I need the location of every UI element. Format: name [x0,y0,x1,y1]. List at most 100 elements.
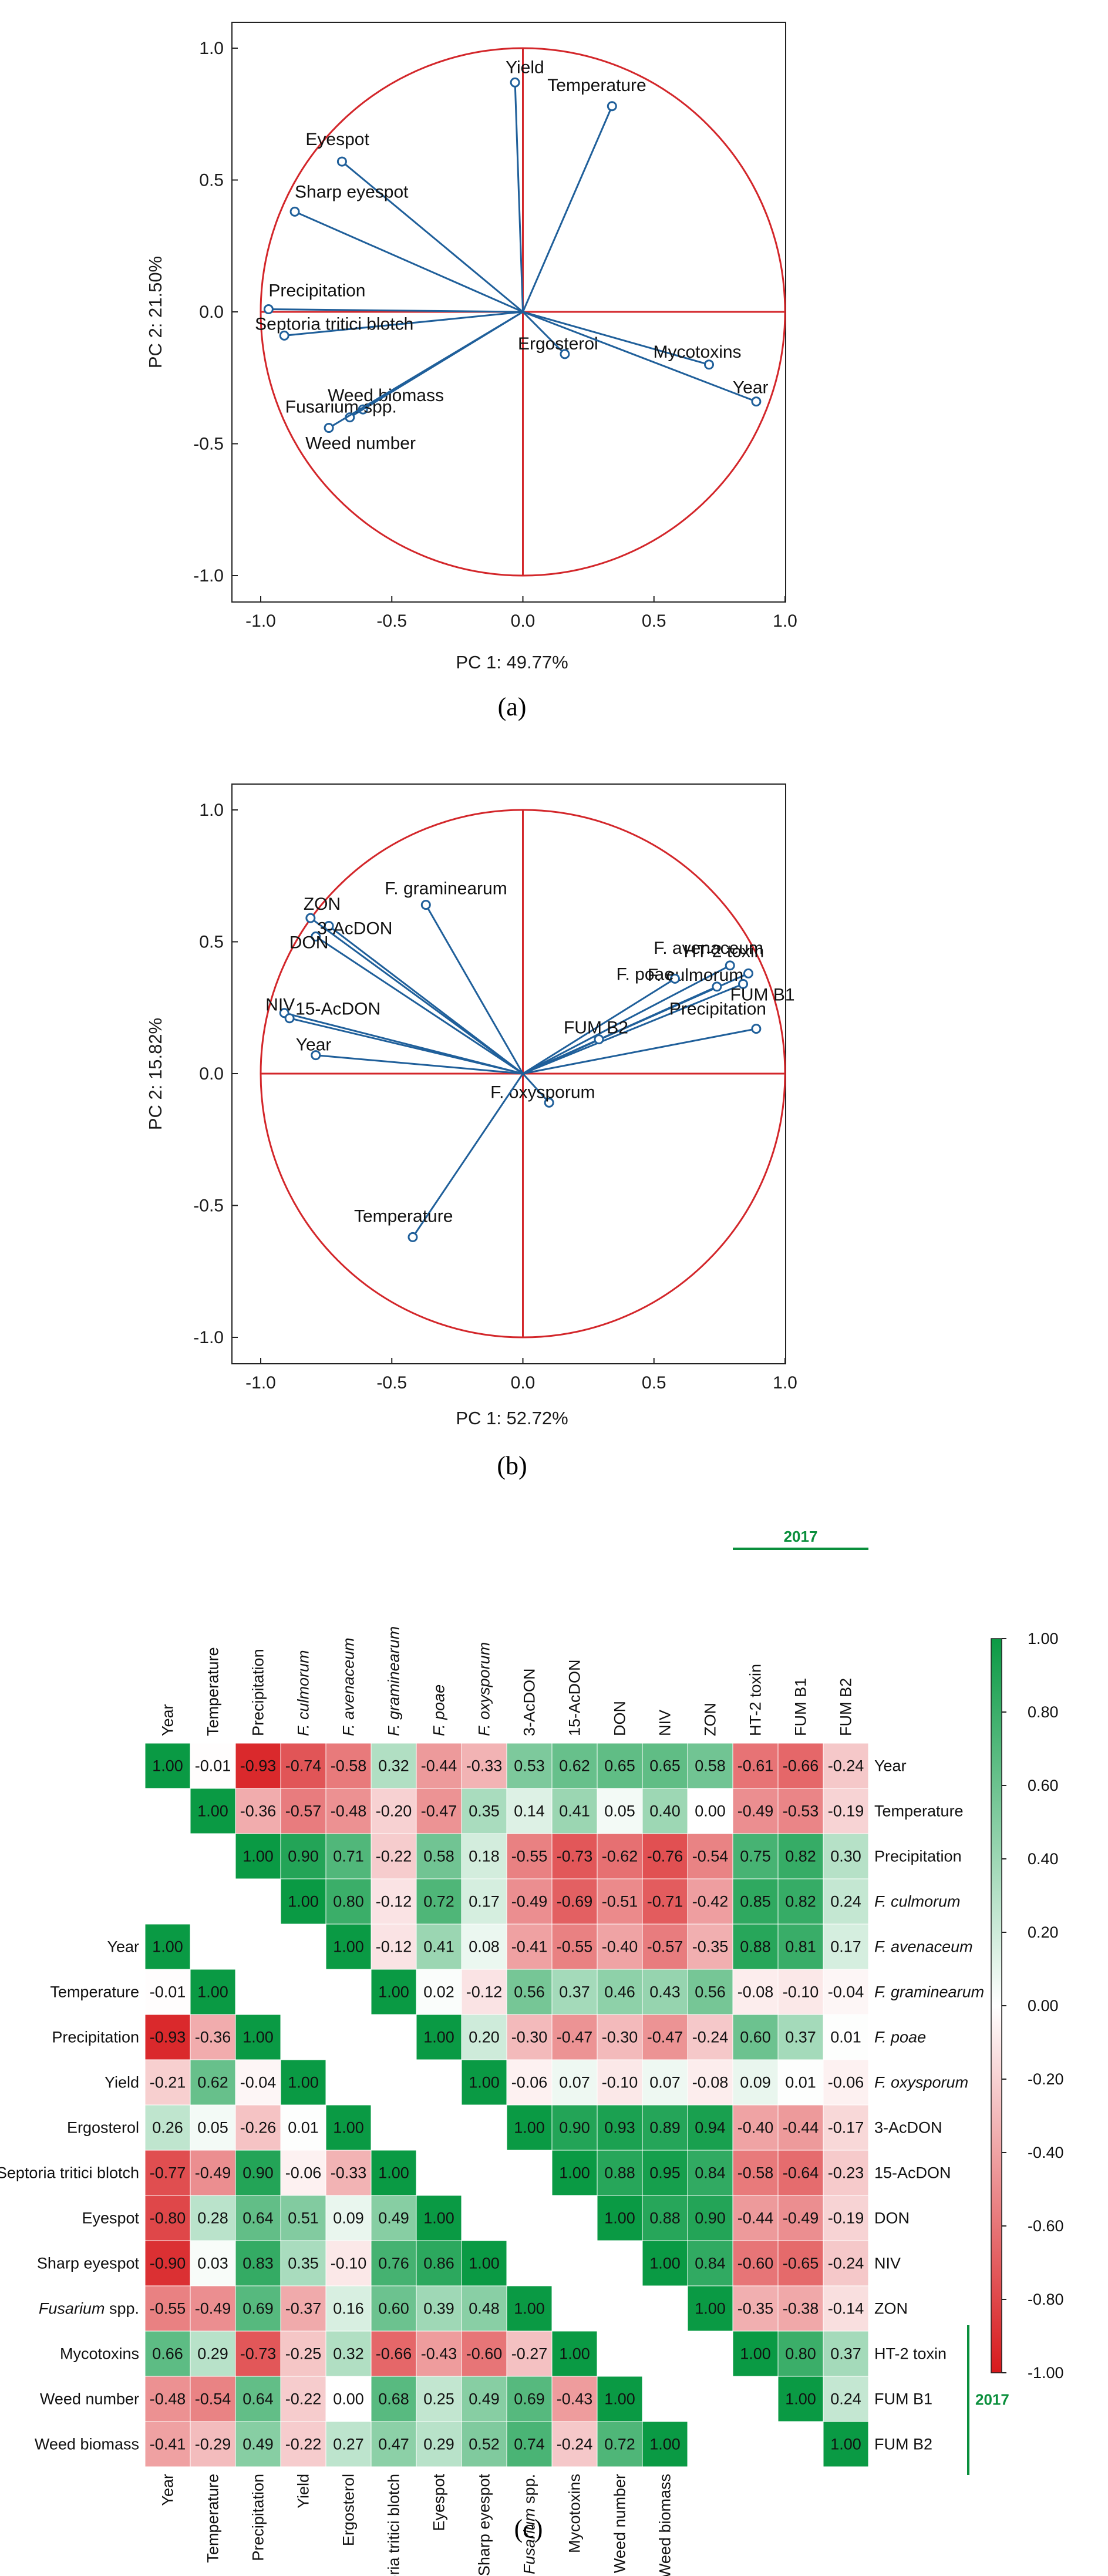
x-tick-label: -0.5 [376,1373,407,1393]
heatmap-cell [551,2059,598,2106]
cell-value: 0.47 [378,2436,409,2453]
heatmap-cell [777,1743,824,1789]
cell-value: -0.24 [692,2029,729,2046]
upper-row-label: F. poae [874,2029,926,2046]
cell-value: -0.69 [557,1893,593,1911]
cell-value: -0.27 [511,2345,548,2363]
cell-value: 0.51 [288,2210,319,2227]
heatmap-cell [280,2376,326,2422]
y-tick-label: 0.0 [199,302,224,322]
cell-value: 0.49 [243,2436,274,2453]
loading-point-temperature [607,101,617,112]
lower-row-label: Precipitation [52,2029,139,2046]
heatmap-cell [416,2195,462,2241]
loading-point-f-avenaceum [725,960,735,971]
cell-value: -0.36 [195,2029,231,2046]
cell-value: -0.51 [602,1893,638,1911]
cell-value: 0.80 [333,1893,364,1911]
cell-value: -0.06 [511,2074,548,2091]
heatmap-cell [823,2285,869,2332]
colorbar-tick-label: 0.40 [1028,1850,1059,1868]
cell-value: 0.14 [514,1802,545,1820]
cell-value: 0.69 [243,2300,274,2318]
cell-value: -0.36 [240,1802,277,1820]
loading-point-ergosterol [560,349,570,359]
upper-row-label: Year [874,1757,907,1775]
colorbar-tick-label: 1.00 [1028,1630,1059,1647]
heatmap-cell [461,2240,507,2286]
cell-value: 0.93 [604,2119,635,2137]
cell-value: -0.74 [285,1757,322,1775]
cell-value: -0.12 [376,1938,412,1956]
heatmap-cell [280,2104,326,2151]
loading-vector-f-oxysporum [522,1072,550,1104]
heatmap-cell [144,2376,191,2422]
cell-value: -0.47 [421,1802,457,1820]
point-label-eyespot: Eyespot [305,130,369,149]
cell-value: -0.04 [240,2074,277,2091]
point-label-year: Year [733,378,769,398]
cell-value: -0.04 [828,1983,864,2001]
heatmap-cell [506,1923,553,1970]
cell-value: 0.07 [559,2074,590,2091]
heatmap-cell [597,1788,643,1834]
heatmap-cell [190,1788,236,1834]
point-label-mycotoxins: Mycotoxins [654,342,742,362]
cell-value: -0.30 [511,2029,548,2046]
cell-value: -0.47 [647,2029,683,2046]
heatmap-cell [280,2240,326,2286]
cell-value: -0.23 [828,2164,864,2182]
cell-value: -0.55 [150,2300,186,2318]
heatmap-cell [280,2421,326,2467]
cell-value: 0.76 [378,2255,409,2272]
cell-value: 0.52 [469,2436,500,2453]
y-axis-label: PC 2: 21.50% [145,256,166,368]
cell-value: 0.16 [333,2300,364,2318]
panel-label: (c) [514,2514,543,2543]
cell-value: -0.41 [150,2436,186,2453]
cell-value: -0.06 [285,2164,322,2182]
heatmap-cell [642,1878,688,1925]
cell-value: -0.64 [783,2164,819,2182]
heatmap-cell [642,2421,688,2467]
heatmap-cell [823,1923,869,1970]
cell-value: -0.40 [602,1938,638,1956]
cell-value: -0.49 [783,2210,819,2227]
cell-value: -0.20 [376,1802,412,1820]
y-tick-label: -0.5 [193,1196,224,1216]
heatmap-cell [371,2376,417,2422]
heatmap-cell [642,1743,688,1789]
cell-value: 0.25 [423,2390,454,2408]
heatmap-cell [371,1969,417,2015]
loading-point-precipitation [263,304,274,315]
cell-value: 0.37 [785,2029,816,2046]
cell-value: 0.80 [785,2345,816,2363]
heatmap-cell [777,1788,824,1834]
loading-point-precipitation [751,1024,762,1034]
loading-point-f-oxysporum [544,1097,554,1108]
cell-value: 0.64 [243,2210,274,2227]
point-label-f-poae: F. poae [616,964,673,984]
cell-value: -0.57 [647,1938,683,1956]
cell-value: 1.00 [423,2210,454,2227]
cell-value: 1.00 [514,2300,545,2318]
heatmap-cell [506,2104,553,2151]
upper-column-label: F. avenaceum [340,1637,358,1736]
cell-value: 0.85 [740,1893,771,1911]
cell-value: 0.01 [830,2029,861,2046]
cell-value: 1.00 [423,2029,454,2046]
cell-value: -0.77 [150,2164,186,2182]
cell-value: 0.88 [740,1938,771,1956]
cell-value: -0.10 [602,2074,638,2091]
heatmap-cell [642,1833,688,1879]
cell-value: -0.24 [557,2436,593,2453]
lower-row-label: Weed biomass [35,2436,139,2453]
cell-value: 0.94 [695,2119,726,2137]
cell-value: 0.60 [378,2300,409,2318]
point-label-sharp-eyespot: Sharp eyespot [295,182,409,201]
cell-value: -0.66 [376,2345,412,2363]
point-label-f-oxysporum: F. oxysporum [490,1082,595,1102]
heatmap-cell [597,1743,643,1789]
point-label-niv: NIV [265,996,295,1015]
heatmap-cell [144,2014,191,2060]
